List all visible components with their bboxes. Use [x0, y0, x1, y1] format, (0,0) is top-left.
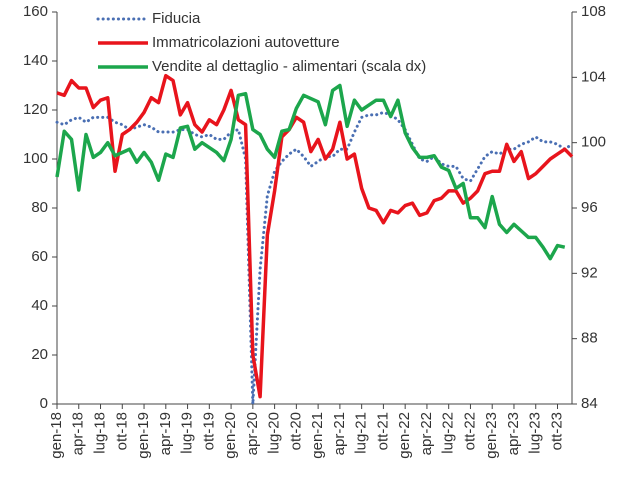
- x-tick-label: ott-21: [374, 412, 391, 450]
- x-tick-label: apr-22: [418, 412, 435, 455]
- x-tick-label: lug-20: [266, 412, 283, 454]
- series-line: [56, 73, 574, 399]
- x-tick-label: lug-19: [179, 412, 196, 454]
- x-tick-label: gen-19: [135, 412, 152, 459]
- x-tick-label: ott-20: [287, 412, 304, 450]
- y-tick-label: 100: [23, 150, 48, 167]
- y2-tick-label: 108: [581, 3, 606, 20]
- y-tick-label: 160: [23, 3, 48, 20]
- x-tick-label: lug-22: [440, 412, 457, 454]
- legend-label: Immatricolazioni autovetture: [152, 34, 340, 51]
- x-tick-label: lug-23: [527, 412, 544, 454]
- x-tick-label: gen-21: [309, 412, 326, 459]
- y-tick-label: 140: [23, 52, 48, 69]
- y2-tick-label: 104: [581, 68, 606, 85]
- x-tick-label: lug-18: [91, 412, 108, 454]
- y2-tick-label: 88: [581, 330, 598, 347]
- x-tick-label: gen-20: [222, 412, 239, 459]
- x-tick-label: gen-18: [48, 412, 65, 459]
- x-tick-label: lug-21: [353, 412, 370, 454]
- x-tick-label: apr-19: [157, 412, 174, 455]
- x-tick-label: apr-18: [70, 412, 87, 455]
- y-tick-label: 80: [31, 199, 48, 216]
- y-tick-label: 60: [31, 248, 48, 265]
- y-tick-label: 40: [31, 297, 48, 314]
- x-tick-label: ott-22: [461, 412, 478, 450]
- x-tick-label: apr-20: [244, 412, 261, 455]
- x-tick-label: apr-21: [331, 412, 348, 455]
- series-line: [55, 110, 574, 406]
- legend-label: Vendite al dettaglio - alimentari (scala…: [152, 58, 426, 75]
- x-tick-label: apr-23: [505, 412, 522, 455]
- x-tick-label: ott-23: [548, 412, 565, 450]
- y-tick-label: 20: [31, 346, 48, 363]
- legend-label: Fiducia: [152, 10, 201, 27]
- y2-tick-label: 84: [581, 395, 598, 412]
- y-tick-label: 0: [40, 395, 48, 412]
- y2-tick-label: 100: [581, 134, 606, 151]
- y2-tick-label: 96: [581, 199, 598, 216]
- y2-tick-label: 92: [581, 264, 598, 281]
- y-tick-label: 120: [23, 101, 48, 118]
- x-tick-label: gen-22: [396, 412, 413, 459]
- x-tick-label: gen-23: [483, 412, 500, 459]
- x-tick-label: ott-19: [200, 412, 217, 450]
- x-tick-label: ott-18: [113, 412, 130, 450]
- series-line: [55, 83, 566, 261]
